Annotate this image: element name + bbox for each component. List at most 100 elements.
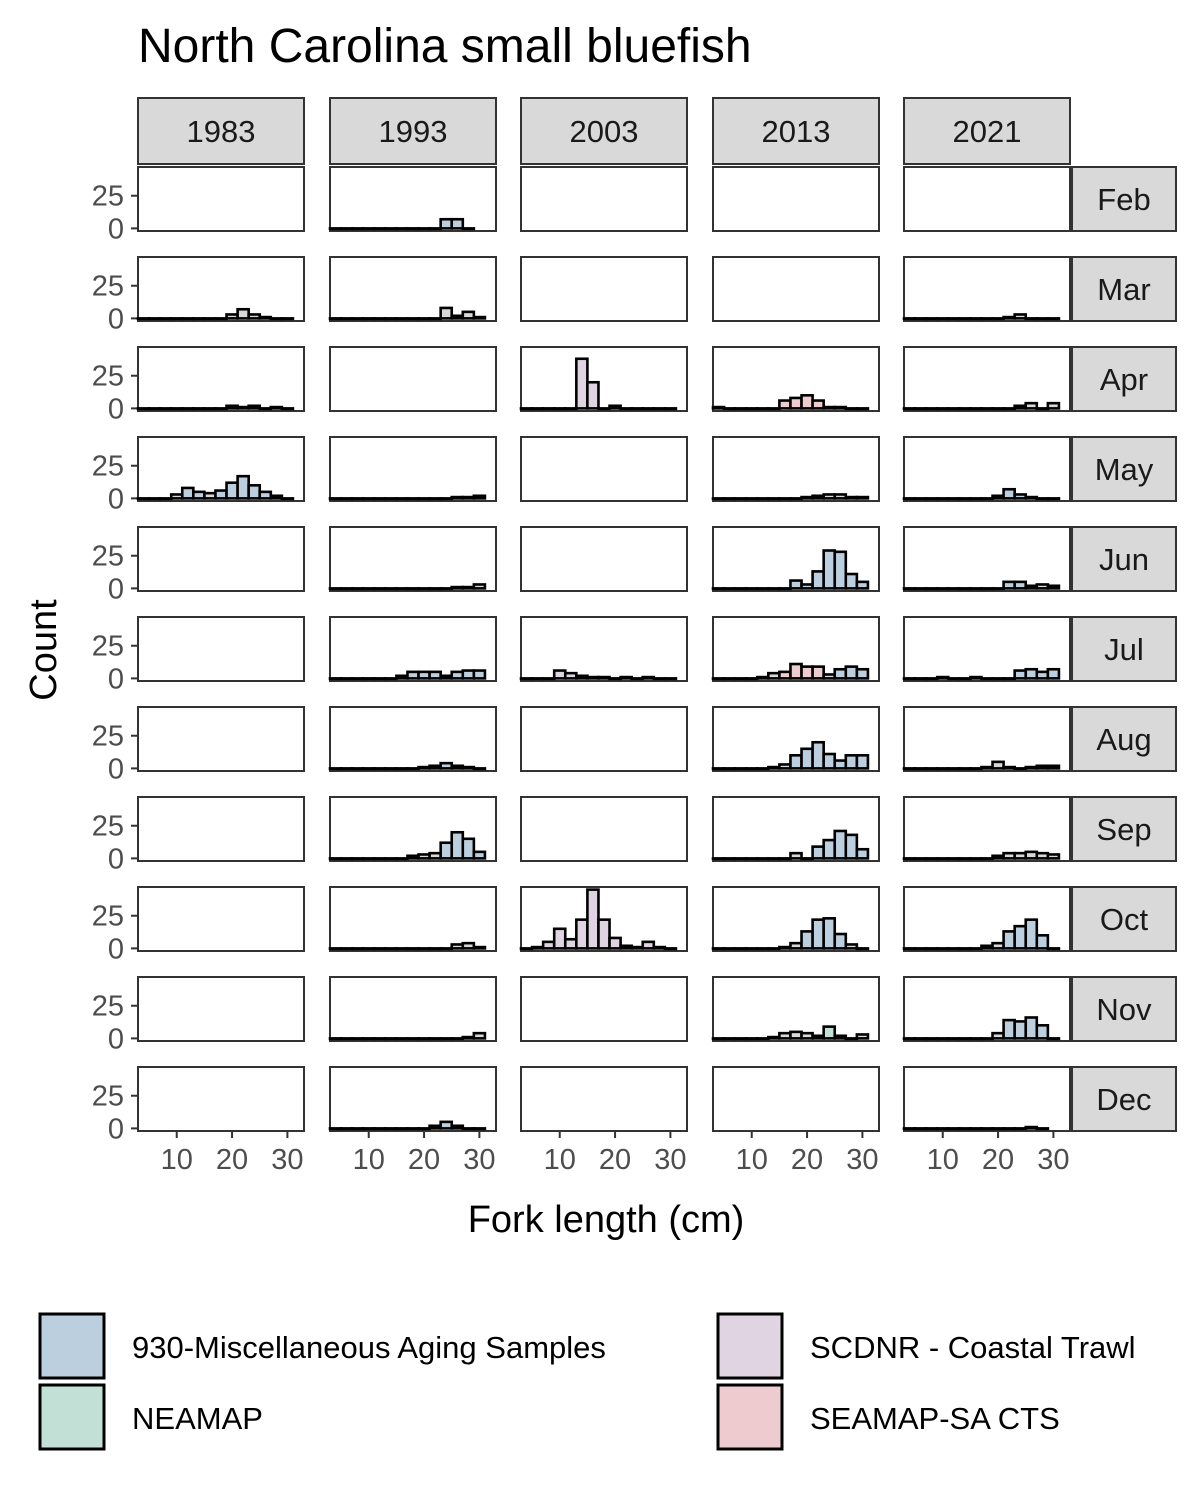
histogram-bar (428, 317, 442, 321)
chart-title: North Carolina small bluefish (138, 20, 752, 73)
panel-background (329, 886, 497, 952)
histogram-bar (192, 317, 206, 321)
histogram-bar (439, 1037, 454, 1041)
histogram-bar (428, 227, 442, 231)
legend-label: NEAMAP (132, 1401, 263, 1436)
panel-background (329, 346, 497, 412)
histogram-bar (406, 854, 420, 860)
panel-background (712, 166, 880, 232)
histogram-bar (395, 767, 409, 771)
histogram-bar (641, 407, 656, 411)
histogram-bar (913, 587, 928, 591)
panel-background (903, 436, 1071, 502)
panel-1993-May (328, 494, 487, 501)
panel-2013-Sep (711, 829, 870, 861)
histogram-bar (339, 767, 354, 771)
row-strip (1071, 616, 1177, 682)
histogram-bar (395, 947, 409, 951)
panel-background (137, 706, 305, 772)
histogram-bar (406, 317, 420, 321)
histogram-bar (935, 407, 950, 411)
histogram-bar (280, 407, 295, 411)
histogram-bar (935, 947, 950, 951)
histogram-bar (328, 767, 343, 771)
y-tick-label: 0 (108, 1023, 124, 1055)
histogram-bar (811, 665, 825, 680)
histogram-bar (913, 947, 928, 951)
histogram-bar (395, 1127, 409, 1131)
panel-background (520, 436, 688, 502)
histogram-bar (372, 1127, 387, 1131)
histogram-bar (924, 767, 939, 771)
histogram-bar (778, 497, 792, 501)
histogram-bar (833, 405, 848, 410)
histogram-bar (541, 407, 556, 411)
panel-background (137, 1066, 305, 1132)
histogram-bar (472, 583, 487, 590)
histogram-bar (361, 947, 376, 951)
histogram-bar (1024, 765, 1039, 770)
row-strip (1071, 256, 1177, 322)
histogram-bar (575, 918, 589, 950)
histogram-bar (350, 227, 365, 231)
histogram-bar (778, 945, 792, 950)
histogram-bar (439, 761, 454, 770)
histogram-bar (833, 1034, 848, 1040)
histogram-bar (844, 665, 859, 680)
histogram-bar (350, 587, 365, 591)
row-strip (1071, 706, 1177, 772)
histogram-bar (767, 407, 781, 411)
histogram-bar (169, 407, 184, 411)
x-tick-label: 30 (654, 1144, 686, 1176)
histogram-bar (924, 407, 939, 411)
histogram-bar (361, 1127, 376, 1131)
x-tick-label: 30 (846, 1144, 878, 1176)
panel-background (712, 436, 880, 502)
histogram-bar (192, 407, 206, 411)
histogram-bar (406, 497, 420, 501)
y-axis-title: Count (23, 599, 65, 701)
histogram-bar (744, 497, 759, 501)
histogram-bar (902, 767, 917, 771)
histogram-bar (428, 1037, 442, 1041)
histogram-bar (733, 857, 748, 861)
histogram-bar (755, 767, 770, 771)
panel-background (520, 796, 688, 862)
histogram-bar (711, 857, 726, 861)
histogram-bar (417, 587, 431, 591)
histogram-bar (552, 927, 567, 950)
histogram-bar (450, 943, 465, 950)
histogram-bar (844, 833, 859, 860)
column-strip-label: 2021 (953, 114, 1022, 149)
histogram-bar (461, 837, 476, 860)
histogram-bar (789, 497, 803, 501)
histogram-bar (722, 587, 737, 591)
histogram-bar (980, 407, 994, 411)
histogram-bar (902, 497, 917, 501)
y-tick-label: 25 (92, 1081, 124, 1113)
histogram-bar (1035, 670, 1050, 680)
histogram-bar (1013, 580, 1028, 590)
panel-background (137, 166, 305, 232)
histogram-bar (439, 674, 454, 680)
x-tick-label: 20 (599, 1144, 631, 1176)
legend-key (716, 1383, 784, 1451)
histogram-bar (778, 670, 792, 680)
histogram-bar (619, 675, 633, 680)
histogram-bar (158, 317, 173, 321)
histogram-bar (980, 1037, 994, 1041)
panel-1983-Apr (136, 404, 295, 411)
panel-2021-Oct (902, 918, 1061, 951)
panel-background (712, 256, 880, 322)
x-tick-label: 30 (271, 1144, 303, 1176)
y-tick-label: 0 (108, 573, 124, 605)
histogram-bar (247, 313, 262, 320)
histogram-bar (384, 587, 398, 591)
histogram-bar (800, 1031, 814, 1040)
histogram-bar (958, 767, 972, 771)
histogram-bar (417, 317, 431, 321)
histogram-bar (328, 497, 343, 501)
histogram-bar (428, 947, 442, 951)
histogram-bar (1046, 317, 1061, 321)
histogram-bar (1013, 924, 1028, 950)
